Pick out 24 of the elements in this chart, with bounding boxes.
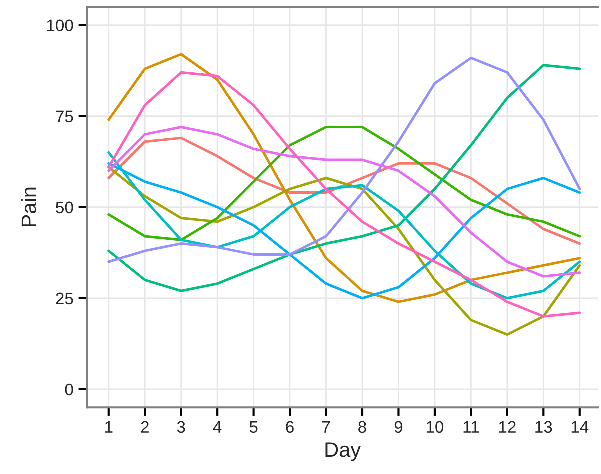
x-tick-label: 2 <box>141 421 149 433</box>
y-tick-label: 25 <box>56 292 74 305</box>
x-tick-label: 3 <box>177 421 186 434</box>
y-tick-label: 0 <box>65 384 74 396</box>
x-tick-label: 1 <box>106 421 113 433</box>
x-tick-label: 14 <box>572 421 589 433</box>
x-tick-label: 5 <box>250 421 258 434</box>
x-tick-label: 12 <box>499 421 516 433</box>
line-series <box>108 126 582 278</box>
y-tick-label: 50 <box>56 202 74 214</box>
line-series <box>108 166 582 336</box>
x-tick-label: 9 <box>394 421 403 434</box>
y-axis-title: Pain <box>21 188 36 227</box>
x-tick-label: 6 <box>286 421 294 434</box>
x-tick-label: 7 <box>322 421 330 433</box>
x-tick-label: 10 <box>426 421 444 434</box>
y-tick-label: 100 <box>47 20 74 32</box>
x-tick-label: 11 <box>464 421 480 433</box>
x-tick-label: 8 <box>358 421 366 434</box>
x-axis-title: Day <box>326 442 362 462</box>
x-tick-label: 13 <box>536 421 552 434</box>
line-series <box>108 56 582 264</box>
x-tick-label: 4 <box>213 421 222 433</box>
y-tick-label: 75 <box>56 110 74 123</box>
